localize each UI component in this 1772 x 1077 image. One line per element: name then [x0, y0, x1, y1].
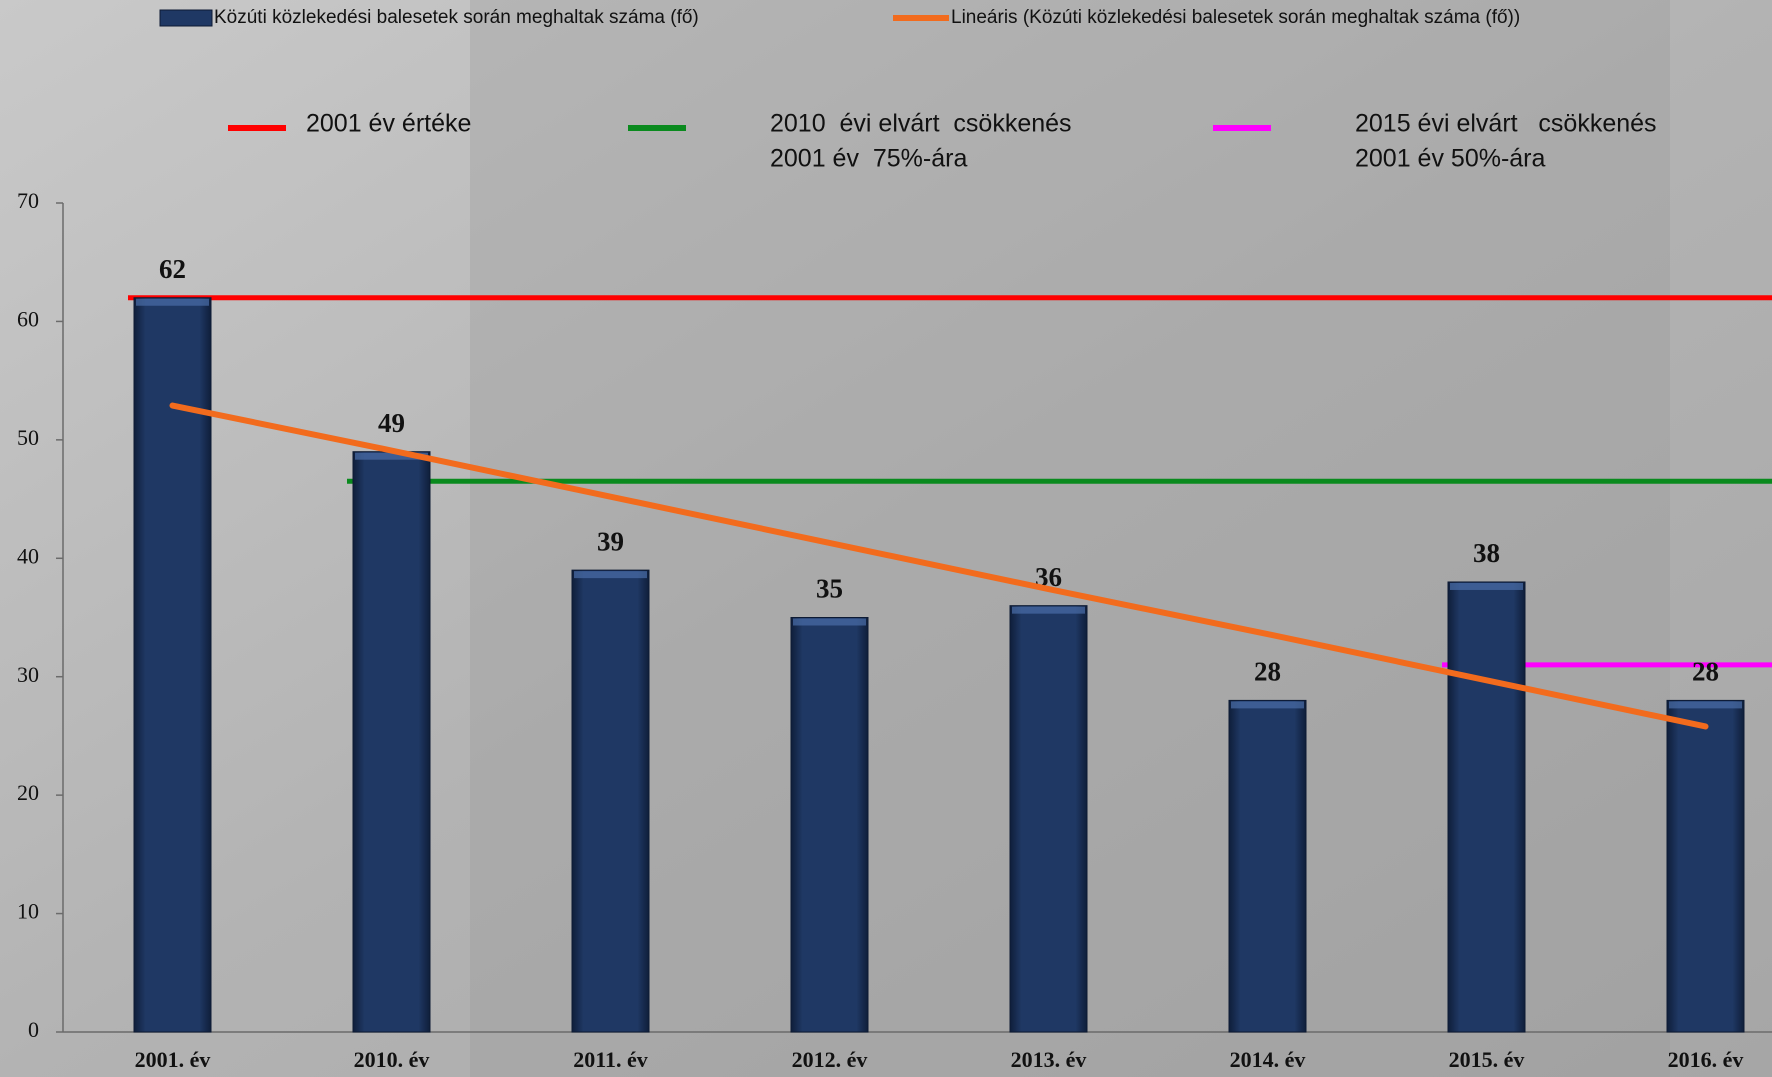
y-tick-label: 40 [17, 543, 39, 568]
bar-bevel [136, 299, 209, 306]
y-tick-label: 50 [17, 425, 39, 450]
value-label: 49 [378, 408, 405, 438]
legend-label: Lineáris (Közúti közlekedési balesetek s… [951, 7, 1520, 28]
value-label: 62 [159, 254, 186, 284]
value-label: 28 [1692, 657, 1719, 687]
bar-bevel [1669, 701, 1742, 708]
y-tick-label: 20 [17, 780, 39, 805]
bar [1667, 700, 1744, 1032]
legend-label: 2001 év 75%-ára [770, 145, 967, 173]
bar [1010, 606, 1087, 1032]
bar [353, 452, 430, 1032]
x-tick-label: 2011. év [573, 1047, 648, 1072]
x-tick-label: 2001. év [135, 1047, 211, 1072]
x-tick-label: 2016. év [1668, 1047, 1744, 1072]
x-tick-label: 2012. év [792, 1047, 868, 1072]
legend-label: 2015 évi elvárt csökkenés [1355, 110, 1657, 138]
page: 0 10 20 30 40 50 60 70 2001. év 2010. év 2011. év 2… [0, 0, 1772, 1077]
bar [1229, 700, 1306, 1032]
y-tick-label: 30 [17, 662, 39, 687]
value-label: 39 [597, 526, 624, 556]
y-tick-label: 0 [28, 1017, 39, 1042]
x-tick-label: 2014. év [1230, 1047, 1306, 1072]
bar-bevel [1450, 583, 1523, 590]
x-tick-label: 2013. év [1011, 1047, 1087, 1072]
bar-bevel [793, 619, 866, 626]
value-label: 28 [1254, 657, 1281, 687]
value-label: 35 [816, 574, 843, 604]
y-tick-label: 10 [17, 899, 39, 924]
x-tick-label: 2010. év [354, 1047, 430, 1072]
bar [1448, 582, 1525, 1032]
y-tick-label: 60 [17, 306, 39, 331]
legend-label: 2001 év értéke [306, 110, 471, 138]
bar-bevel [574, 571, 647, 578]
legend-swatch [160, 10, 212, 26]
legend-label: 2010 évi elvárt csökkenés [770, 110, 1072, 138]
legend-label: 2001 év 50%-ára [1355, 145, 1546, 173]
bar-bevel [1012, 607, 1085, 614]
chart: 0 10 20 30 40 50 60 70 2001. év 2010. év 2011. év 2… [0, 0, 1772, 1077]
y-tick-label: 70 [17, 188, 39, 213]
bar [572, 570, 649, 1032]
x-tick-label: 2015. év [1449, 1047, 1525, 1072]
value-label: 38 [1473, 538, 1500, 568]
bar [791, 618, 868, 1033]
legend-label: Közúti közlekedési balesetek során megha… [214, 7, 699, 28]
bar-bevel [1231, 701, 1304, 708]
